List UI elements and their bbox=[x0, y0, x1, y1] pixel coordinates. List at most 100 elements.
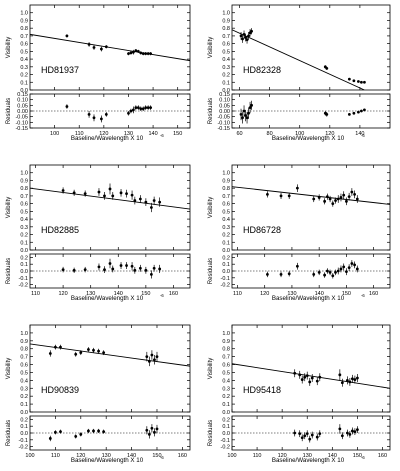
data-marker bbox=[104, 45, 108, 49]
data-marker bbox=[305, 374, 309, 378]
visibility-point bbox=[342, 191, 346, 199]
data-marker bbox=[133, 268, 137, 272]
y-tick-label: 0.4 bbox=[20, 217, 28, 223]
data-marker bbox=[72, 191, 76, 195]
visibility-point bbox=[129, 51, 133, 55]
star-name: HD82328 bbox=[243, 65, 281, 75]
data-marker bbox=[108, 187, 112, 191]
x-tick-label: 120 bbox=[278, 453, 287, 459]
data-marker bbox=[300, 436, 304, 440]
visibility-point bbox=[353, 190, 356, 199]
data-marker bbox=[99, 47, 103, 51]
visibility-point bbox=[357, 80, 360, 83]
data-marker bbox=[87, 348, 90, 351]
data-marker bbox=[65, 34, 69, 38]
x-axis-exponent: -6 bbox=[361, 455, 365, 460]
x-axis-title: Baseline/Wavelength X 10 bbox=[272, 457, 345, 464]
residual-point bbox=[145, 426, 149, 435]
data-marker bbox=[87, 113, 91, 116]
visibility-point bbox=[65, 34, 69, 38]
visibility-point bbox=[250, 28, 253, 35]
data-marker bbox=[353, 378, 357, 381]
data-marker bbox=[308, 437, 312, 441]
residual-point bbox=[136, 105, 140, 110]
visibility-point bbox=[111, 192, 115, 200]
data-marker bbox=[325, 113, 329, 116]
y-axis-title: Visibility bbox=[208, 197, 214, 219]
data-marker bbox=[363, 108, 366, 112]
data-marker bbox=[139, 107, 143, 111]
residual-point bbox=[153, 428, 156, 437]
data-marker bbox=[108, 262, 112, 265]
data-marker bbox=[145, 428, 149, 432]
data-marker bbox=[279, 194, 283, 198]
residual-point bbox=[323, 272, 327, 278]
y-tick-label: 0.2 bbox=[20, 255, 28, 261]
data-marker bbox=[119, 264, 123, 267]
data-marker bbox=[92, 46, 96, 49]
visibility-point bbox=[241, 35, 244, 43]
visibility-point bbox=[308, 377, 312, 386]
data-marker bbox=[147, 359, 151, 363]
data-marker bbox=[355, 428, 359, 431]
data-marker bbox=[345, 270, 348, 274]
residual-point bbox=[300, 434, 304, 442]
visibility-point bbox=[363, 80, 366, 84]
y-tick-label: -0.2 bbox=[221, 445, 230, 451]
y-tick-label: 0.9 bbox=[20, 178, 28, 184]
residuals-axis-title: Residuals bbox=[208, 258, 214, 284]
residual-point bbox=[298, 430, 302, 438]
residual-point bbox=[111, 265, 115, 273]
y-tick-label: 0.0 bbox=[20, 410, 28, 416]
y-tick-label: 0.2 bbox=[20, 417, 28, 423]
data-marker bbox=[247, 111, 250, 115]
data-marker bbox=[130, 193, 134, 197]
visibility-point bbox=[131, 49, 135, 55]
data-marker bbox=[295, 186, 299, 190]
data-marker bbox=[141, 107, 145, 111]
residual-point bbox=[303, 432, 307, 440]
data-marker bbox=[92, 429, 95, 433]
data-marker bbox=[250, 103, 253, 107]
y-tick-label: 0.0 bbox=[222, 431, 230, 437]
data-marker bbox=[134, 106, 138, 109]
data-marker bbox=[111, 267, 115, 271]
residual-point bbox=[250, 100, 253, 110]
y-tick-label: 0.3 bbox=[20, 225, 28, 231]
residual-point bbox=[72, 267, 76, 274]
residual-point bbox=[74, 434, 78, 439]
data-marker bbox=[145, 355, 149, 359]
residual-point bbox=[318, 430, 322, 438]
x-tick-label: 160 bbox=[378, 453, 387, 459]
visibility-point bbox=[104, 45, 108, 49]
y-tick-label: 0.10 bbox=[17, 98, 28, 104]
y-tick-label: 0.4 bbox=[20, 57, 28, 63]
residual-point bbox=[149, 270, 153, 279]
data-marker bbox=[323, 199, 327, 203]
visibility-point bbox=[310, 374, 314, 382]
data-marker bbox=[139, 51, 143, 55]
y-tick-label: -0.1 bbox=[221, 438, 230, 444]
visibility-point bbox=[355, 374, 359, 382]
y-tick-label: 0.1 bbox=[222, 402, 230, 408]
data-marker bbox=[79, 432, 83, 436]
x-tick-label: 140 bbox=[328, 453, 337, 459]
visibility-point bbox=[347, 192, 351, 201]
visibility-point bbox=[141, 52, 145, 56]
fit-line bbox=[232, 29, 365, 90]
residual-point bbox=[325, 268, 329, 274]
data-marker bbox=[53, 430, 57, 434]
residuals-plot-area bbox=[30, 104, 190, 123]
data-marker bbox=[239, 113, 243, 116]
y-tick-label: 0.1 bbox=[222, 240, 230, 246]
data-marker bbox=[317, 196, 321, 199]
data-marker bbox=[355, 197, 359, 201]
visibility-point bbox=[144, 52, 148, 56]
y-tick-label: 1.0 bbox=[222, 11, 230, 17]
residuals-axis-title: Residuals bbox=[6, 420, 12, 446]
residual-point bbox=[144, 266, 148, 274]
data-marker bbox=[74, 435, 78, 438]
residual-point bbox=[357, 110, 360, 114]
data-marker bbox=[144, 268, 148, 272]
data-marker bbox=[83, 192, 87, 195]
